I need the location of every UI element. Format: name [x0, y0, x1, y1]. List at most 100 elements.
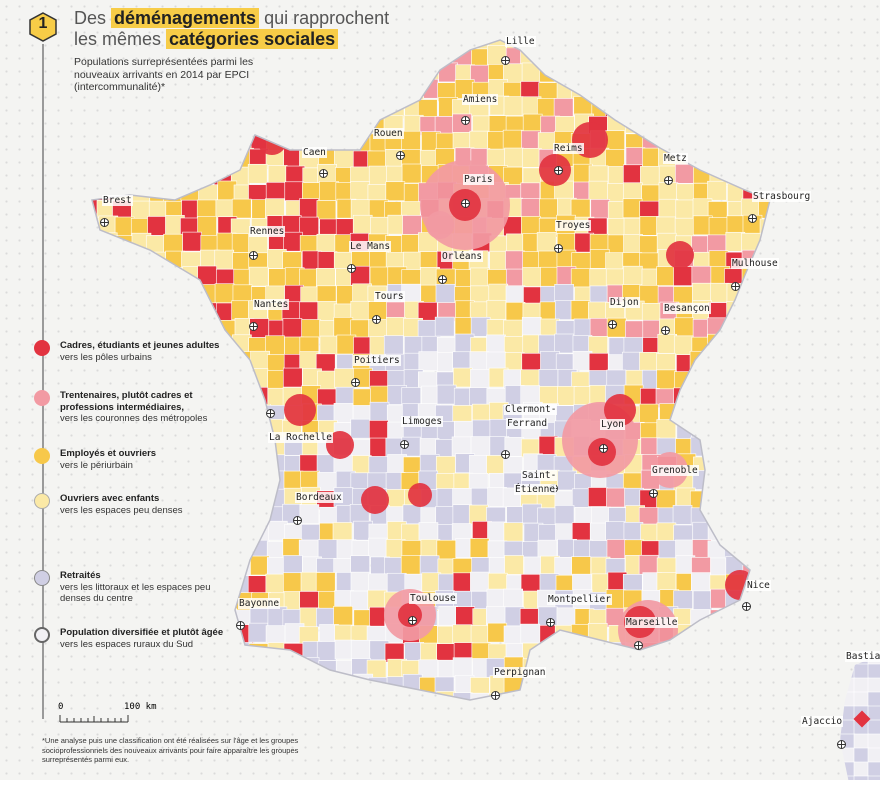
city-name: Strasbourg — [752, 191, 812, 202]
epci-cell — [129, 421, 150, 441]
epci-cell — [690, 40, 711, 49]
epci-cell — [710, 435, 730, 456]
epci-cell — [214, 283, 235, 304]
epci-cell — [419, 692, 440, 700]
epci-cell — [146, 319, 167, 340]
epci-cell — [741, 640, 762, 660]
epci-cell — [622, 40, 642, 48]
epci-cell — [111, 538, 132, 558]
epci-cell — [383, 63, 404, 84]
epci-cell — [316, 233, 337, 254]
epci-cell — [469, 130, 490, 151]
city-name: Lyon — [600, 419, 625, 430]
epci-cell — [727, 370, 747, 390]
epci-cell — [571, 556, 591, 576]
epci-cell — [776, 80, 795, 99]
epci-cell — [723, 40, 744, 50]
city-name: Nantes — [253, 299, 290, 310]
epci-cell — [758, 285, 770, 306]
epci-cell — [590, 199, 611, 219]
epci-cell — [113, 163, 133, 184]
epci-cell — [656, 522, 677, 543]
epci-cell — [234, 503, 254, 524]
epci-cell — [334, 148, 354, 169]
legend-line — [42, 44, 44, 719]
epci-cell — [758, 370, 770, 390]
epci-cell — [760, 98, 770, 118]
epci-cell — [217, 659, 238, 680]
epci-cell — [554, 333, 574, 354]
epci-cell — [658, 198, 679, 219]
epci-cell — [92, 166, 98, 187]
city-marker-icon — [100, 218, 109, 227]
epci-cell — [674, 404, 695, 425]
epci-cell — [216, 131, 237, 151]
epci-cell — [366, 63, 387, 84]
epci-cell — [779, 695, 798, 714]
epci-cell — [691, 45, 712, 66]
epci-cell — [707, 180, 727, 201]
epci-cell — [96, 421, 117, 441]
epci-cell — [470, 369, 490, 389]
epci-cell — [386, 81, 407, 102]
epci-cell — [333, 317, 354, 337]
epci-cell — [590, 78, 610, 99]
epci-cell — [283, 572, 303, 593]
epci-cell — [760, 677, 770, 698]
epci-cell — [743, 371, 764, 392]
city-name: Montpellier — [547, 594, 612, 605]
city-name: Marseille — [625, 617, 679, 628]
epci-cell — [761, 234, 770, 254]
epci-cell — [215, 422, 235, 442]
epci-cell — [778, 556, 797, 575]
epci-cell — [758, 422, 770, 442]
epci-cell — [522, 676, 543, 696]
epci-cell — [486, 334, 506, 355]
epci-cell — [741, 622, 762, 643]
epci-cell — [725, 625, 746, 646]
epci-cell — [778, 437, 797, 456]
epci-cell — [776, 678, 795, 697]
epci-cell — [725, 657, 746, 677]
epci-cell — [778, 456, 797, 475]
epci-cell — [707, 63, 727, 83]
epci-cell — [853, 733, 870, 750]
epci-cell — [760, 538, 770, 559]
epci-cell — [148, 523, 169, 544]
city-marker-icon — [236, 621, 245, 630]
epci-cell — [540, 266, 560, 287]
epci-cell — [92, 283, 101, 304]
city-marker-icon — [461, 199, 470, 208]
epci-cell — [710, 371, 730, 392]
epci-cell — [840, 747, 856, 764]
epci-cell — [673, 266, 693, 286]
epci-cell — [335, 132, 355, 153]
epci-cell — [867, 733, 880, 750]
epci-cell — [538, 369, 559, 389]
city-name: Amiens — [462, 94, 499, 105]
epci-cell — [234, 130, 254, 151]
epci-cell — [689, 133, 710, 153]
epci-cell — [853, 761, 870, 778]
epci-cell — [656, 489, 676, 510]
epci-cell — [265, 470, 285, 491]
epci-cell — [692, 370, 713, 391]
epci-cell — [740, 523, 761, 544]
epci-cell — [590, 65, 611, 85]
epci-cell — [299, 198, 319, 218]
epci-cell — [97, 96, 118, 116]
epci-cell — [743, 95, 763, 116]
epci-cell — [97, 112, 118, 133]
epci-cell — [180, 657, 201, 677]
epci-cell — [129, 318, 149, 338]
epci-cell — [112, 301, 132, 322]
epci-cell — [622, 351, 642, 372]
epci-cell — [418, 40, 439, 49]
epci-cell — [505, 250, 525, 271]
epci-cell — [520, 693, 540, 700]
epci-cell — [673, 112, 694, 133]
epci-cell — [132, 303, 153, 323]
epci-cell — [710, 282, 730, 303]
epci-cell — [131, 539, 151, 559]
epci-cell — [452, 657, 473, 677]
